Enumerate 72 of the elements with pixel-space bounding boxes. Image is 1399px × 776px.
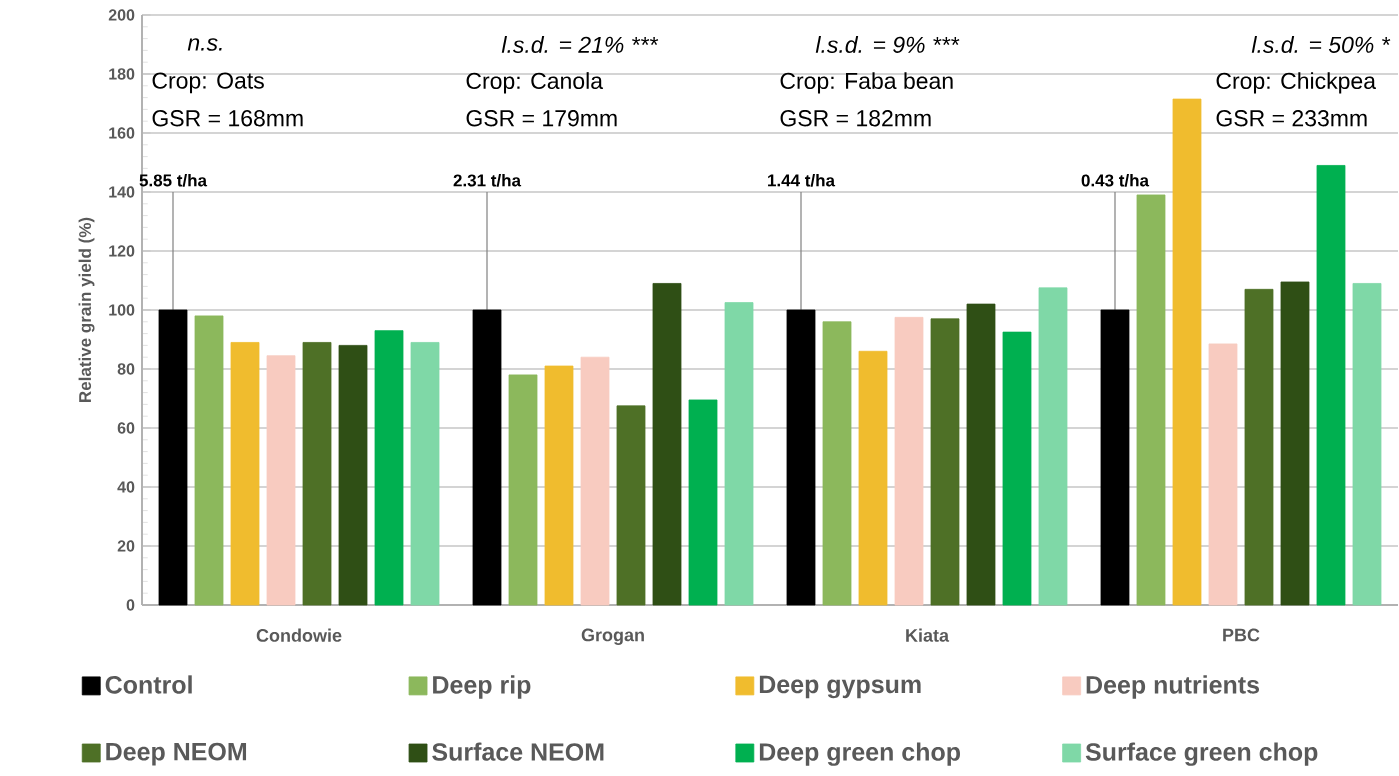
annotation: Crop: Chickpea	[1216, 72, 1377, 94]
bar	[508, 374, 538, 606]
bar	[966, 303, 996, 606]
bar	[1136, 194, 1166, 606]
legend-label: Deep NEOM	[106, 742, 247, 766]
bar	[616, 405, 646, 606]
bar	[930, 318, 960, 606]
annotation: n.s.	[187, 38, 222, 51]
y-axis-title: Relative grain yield (%)	[78, 217, 95, 402]
annotation: GSR = 233mm	[1216, 110, 1367, 127]
annotation: 0.43 t/ha	[1081, 173, 1150, 187]
bar	[1100, 309, 1130, 606]
bar	[194, 315, 224, 606]
y-tick-label: 180	[109, 68, 135, 80]
bar	[858, 350, 888, 606]
y-tick-label: 140	[109, 186, 135, 198]
x-tick-label: Kiata	[906, 628, 950, 642]
y-tick-label: 0	[126, 599, 135, 611]
x-tick-label: PBC	[1223, 628, 1260, 642]
y-tick-label: 20	[117, 540, 135, 552]
bar	[822, 321, 852, 606]
bar	[1352, 283, 1382, 606]
annotation: GSR = 168mm	[152, 110, 303, 127]
bar	[688, 399, 718, 606]
annotation: 5.85 t/ha	[139, 173, 208, 187]
y-tick-label: 120	[109, 245, 135, 257]
legend-label: Control	[105, 675, 192, 694]
bar	[786, 309, 816, 606]
bar	[266, 355, 296, 606]
y-tick-label: 100	[109, 304, 135, 316]
legend-label: Deep green chop	[759, 742, 960, 766]
x-tick-label: Condowie	[256, 628, 342, 642]
bar	[1172, 98, 1202, 606]
bar	[410, 342, 440, 606]
bar	[894, 316, 924, 606]
bar	[1280, 281, 1310, 606]
legend-label: Deep gypsum	[759, 675, 921, 699]
annotation: Crop: Faba bean	[780, 72, 953, 94]
legend-label: Deep rip	[433, 675, 531, 699]
annotation: GSR = 182mm	[780, 110, 931, 127]
bar	[230, 342, 260, 606]
y-tick-label: 80	[117, 363, 135, 375]
bar	[302, 342, 332, 606]
annotation: l.s.d. = 50% *	[1251, 36, 1391, 53]
legend-label: Deep nutrients	[1086, 675, 1260, 699]
annotation: 2.31 t/ha	[453, 173, 522, 187]
x-tick-label: Grogan	[581, 628, 644, 645]
bar	[472, 309, 502, 606]
bar	[1244, 288, 1274, 606]
annotation: Crop: Oats	[152, 72, 264, 94]
bar	[1002, 331, 1032, 606]
bar	[544, 365, 574, 606]
bar	[724, 302, 754, 606]
legend-label: Surface NEOM	[432, 742, 604, 761]
y-tick-label: 60	[117, 422, 135, 434]
bar	[652, 283, 682, 606]
annotation: GSR = 179mm	[466, 110, 617, 127]
bar	[1038, 287, 1068, 606]
y-tick-label: 40	[117, 481, 135, 493]
bar	[580, 356, 610, 606]
bar	[1208, 343, 1238, 606]
y-tick-label: 200	[108, 9, 135, 21]
annotation: l.s.d. = 9% ***	[815, 36, 960, 53]
y-tick-label: 160	[109, 127, 135, 139]
legend-label: Surface green chop	[1085, 742, 1318, 766]
bar	[1316, 165, 1346, 606]
annotation: Crop: Canola	[466, 72, 604, 94]
bar	[158, 309, 188, 606]
annotation: l.s.d. = 21% ***	[501, 36, 659, 53]
annotation: 1.44 t/ha	[768, 173, 836, 187]
bar	[374, 330, 404, 606]
bar	[338, 344, 368, 606]
